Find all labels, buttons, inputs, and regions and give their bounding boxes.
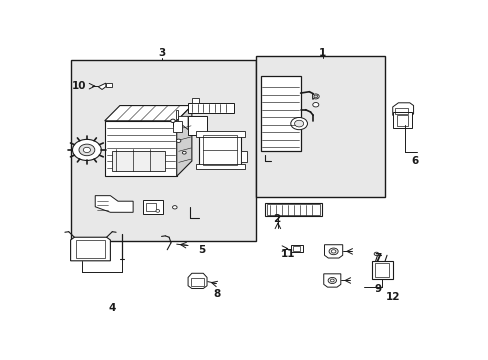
Bar	[241, 151, 246, 162]
Polygon shape	[70, 237, 110, 261]
Bar	[195, 131, 244, 138]
Circle shape	[313, 95, 317, 98]
Bar	[188, 103, 233, 113]
Text: 4: 4	[108, 303, 116, 313]
Text: 1: 1	[318, 48, 325, 58]
Text: 6: 6	[411, 156, 418, 166]
Bar	[394, 108, 407, 114]
Text: 8: 8	[212, 289, 220, 299]
Circle shape	[331, 250, 335, 253]
Text: 11: 11	[280, 249, 294, 259]
Polygon shape	[95, 195, 133, 212]
Circle shape	[79, 144, 95, 156]
Bar	[290, 245, 302, 252]
Circle shape	[170, 119, 175, 122]
Text: 9: 9	[373, 284, 380, 293]
Bar	[70, 60, 256, 242]
Circle shape	[290, 117, 307, 130]
Bar	[371, 261, 392, 279]
Bar	[105, 84, 111, 87]
Circle shape	[330, 279, 333, 282]
Text: 5: 5	[197, 245, 204, 255]
Bar	[146, 203, 156, 211]
Polygon shape	[176, 105, 191, 176]
Bar	[393, 112, 411, 128]
Text: 10: 10	[72, 81, 86, 91]
Bar	[191, 98, 199, 103]
Text: 7: 7	[373, 253, 381, 263]
Circle shape	[176, 139, 181, 143]
Bar	[188, 116, 206, 135]
Polygon shape	[188, 273, 206, 288]
Circle shape	[294, 120, 303, 127]
Polygon shape	[324, 245, 342, 258]
Bar	[104, 121, 176, 176]
Bar	[264, 203, 321, 216]
Bar	[256, 56, 385, 197]
Polygon shape	[104, 105, 191, 121]
Bar	[260, 76, 300, 151]
Bar	[191, 278, 203, 286]
Circle shape	[83, 147, 90, 153]
Polygon shape	[392, 103, 413, 117]
Polygon shape	[323, 274, 340, 287]
Bar	[266, 204, 319, 215]
Circle shape	[327, 278, 336, 284]
Bar	[112, 151, 165, 171]
Circle shape	[328, 248, 338, 255]
Polygon shape	[178, 116, 188, 130]
Bar	[195, 164, 244, 169]
Bar	[396, 115, 407, 126]
Bar	[203, 135, 237, 165]
Bar	[374, 263, 388, 276]
Text: 12: 12	[385, 292, 399, 302]
Polygon shape	[98, 83, 105, 90]
Bar	[173, 121, 182, 132]
Text: 2: 2	[272, 214, 280, 224]
Circle shape	[72, 139, 101, 161]
Bar	[76, 240, 104, 258]
Bar	[175, 110, 178, 118]
Circle shape	[373, 252, 378, 256]
Circle shape	[172, 206, 177, 209]
Bar	[142, 200, 163, 214]
Circle shape	[312, 94, 319, 99]
Bar	[199, 132, 241, 168]
Circle shape	[182, 151, 186, 154]
Circle shape	[156, 210, 159, 212]
Text: 3: 3	[158, 48, 165, 58]
Bar	[292, 246, 299, 251]
Circle shape	[312, 103, 318, 107]
